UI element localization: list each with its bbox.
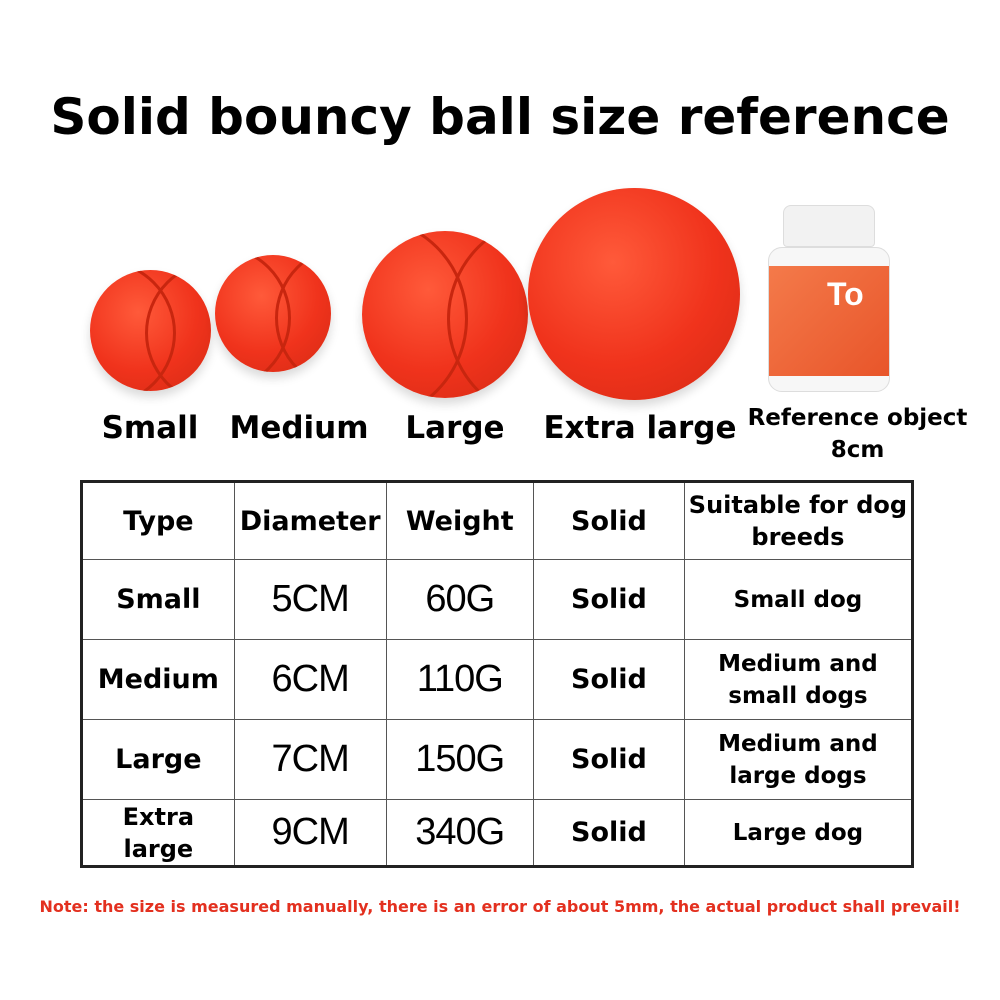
ball-label: Medium xyxy=(229,410,369,446)
cell-type: Medium xyxy=(81,639,235,720)
cell-weight: 60G xyxy=(385,559,534,640)
cell-breed: Medium and small dogs xyxy=(683,639,914,720)
cell-type: Large xyxy=(81,719,235,800)
cell-solid: Solid xyxy=(532,559,685,640)
ball-label: Large xyxy=(405,410,505,446)
table-row: Small 5CM 60G Solid Small dog xyxy=(81,559,914,640)
cell-breed: Large dog xyxy=(683,799,914,867)
cell-breed: Small dog xyxy=(683,559,914,640)
ball-small xyxy=(90,270,211,391)
bottle-cap xyxy=(783,205,875,247)
table-row: Extra large 9CM 340G Solid Large dog xyxy=(81,799,914,867)
header-cell: Type xyxy=(81,481,235,560)
reference-size: 8cm xyxy=(830,437,885,463)
cell-solid: Solid xyxy=(532,719,685,800)
cell-diameter: 6CM xyxy=(233,639,387,720)
size-table: Type Diameter Weight Solid Suitable for … xyxy=(80,480,914,868)
reference-label: Reference object xyxy=(747,405,968,431)
ball-label: Small xyxy=(101,410,199,446)
cell-diameter: 7CM xyxy=(233,719,387,800)
cell-solid: Solid xyxy=(532,639,685,720)
ball-extra-large xyxy=(528,188,740,400)
cell-diameter: 9CM xyxy=(233,799,387,867)
cell-solid: Solid xyxy=(532,799,685,867)
table-row: Medium 6CM 110G Solid Medium and small d… xyxy=(81,639,914,720)
header-cell: Solid xyxy=(532,481,685,560)
table-header-row: Type Diameter Weight Solid Suitable for … xyxy=(81,481,914,560)
header-cell: Suitable for dog breeds xyxy=(683,481,914,560)
bottle-label: To xyxy=(769,266,889,376)
header-cell: Weight xyxy=(385,481,534,560)
cell-breed: Medium and large dogs xyxy=(683,719,914,800)
ball-large xyxy=(362,231,528,398)
cell-weight: 340G xyxy=(385,799,534,867)
ball-medium xyxy=(215,255,331,372)
header-cell: Diameter xyxy=(233,481,387,560)
ball-label: Extra large xyxy=(543,410,737,446)
cell-type: Small xyxy=(81,559,235,640)
reference-caption: Reference object 8cm xyxy=(745,402,970,466)
reference-bottle-image: To xyxy=(768,205,890,392)
page-title: Solid bouncy ball size reference xyxy=(50,88,950,146)
cell-diameter: 5CM xyxy=(233,559,387,640)
cell-weight: 150G xyxy=(385,719,534,800)
cell-type: Extra large xyxy=(81,799,235,867)
cell-weight: 110G xyxy=(385,639,534,720)
table-row: Large 7CM 150G Solid Medium and large do… xyxy=(81,719,914,800)
bottle-body: To xyxy=(768,247,890,392)
bottle-text: To xyxy=(827,276,864,312)
disclaimer-note: Note: the size is measured manually, the… xyxy=(39,897,961,916)
